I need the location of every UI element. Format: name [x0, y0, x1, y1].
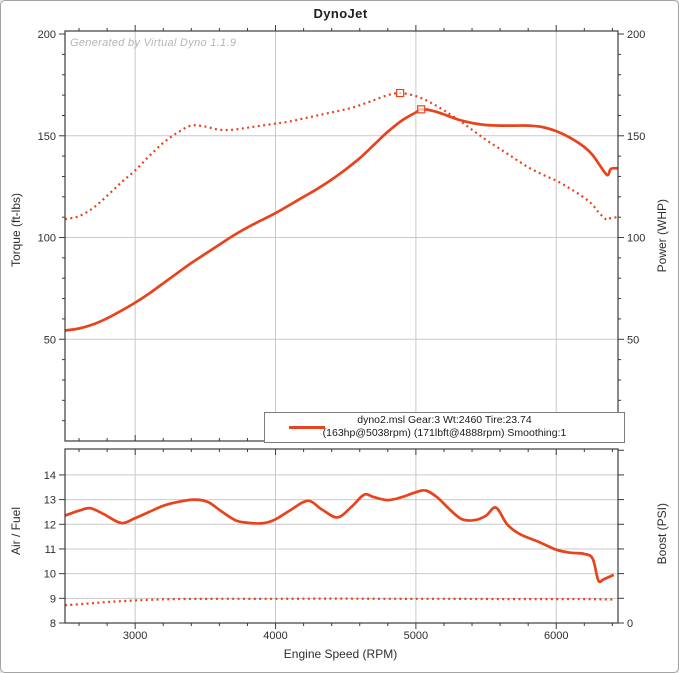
plot-frame — [64, 30, 619, 442]
left-tick-label: 14 — [44, 470, 56, 482]
legend-run-info: dyno2.msl Gear:3 Wt:2460 Tire:23.74 — [357, 414, 532, 426]
tick-marks — [59, 25, 624, 441]
engine-speed-axis-label: Engine Speed (RPM) — [283, 647, 398, 661]
legend-peak-info: (163hp@5038rpm) (171lbft@4888rpm) Smooth… — [322, 427, 567, 439]
x-tick-label: 5000 — [404, 630, 428, 642]
right-tick-label: 50 — [627, 334, 639, 346]
plot-1: 8 9 10 11 12 13 14 0 3000 4000 5000 6000 — [44, 448, 633, 642]
power_whp-peak-marker — [417, 105, 426, 114]
left-tick-label: 200 — [38, 29, 56, 41]
chart-title: DynoJet — [313, 6, 368, 21]
legend-box: dyno2.msl Gear:3 Wt:2460 Tire:23.74 (163… — [264, 412, 625, 443]
right-tick-label: 150 — [627, 131, 645, 143]
gridlines — [65, 449, 618, 623]
left-tick-label: 8 — [50, 618, 56, 630]
x-tick-label: 4000 — [263, 630, 287, 642]
boost-axis-label: Boost (PSI) — [655, 503, 669, 565]
boost_psi-curve — [65, 597, 614, 607]
left-tick-label: 10 — [44, 569, 56, 581]
plot-0: 50 100 150 200 50 100 150 200 — [38, 25, 645, 442]
torque-axis-label: Torque (ft-lbs) — [9, 193, 23, 268]
x-tick-label: 6000 — [544, 630, 568, 642]
left-tick-label: 50 — [44, 334, 56, 346]
power_whp-curve — [65, 107, 618, 332]
air_fuel-curve — [65, 488, 615, 584]
left-tick-label: 150 — [38, 131, 56, 143]
left-tick-label: 13 — [44, 495, 56, 507]
tick-marks — [59, 449, 624, 629]
torque_ftlb-curve — [65, 91, 618, 221]
air-fuel-axis-label: Air / Fuel — [9, 507, 23, 556]
right-tick-label: 200 — [627, 29, 645, 41]
left-tick-label: 11 — [45, 544, 56, 556]
left-tick-label: 12 — [44, 519, 56, 531]
plot-frame — [64, 448, 619, 624]
power-axis-label: Power (WHP) — [655, 199, 669, 273]
watermark-text: Generated by Virtual Dyno 1.1.9 — [70, 37, 237, 49]
right-tick-label: 100 — [627, 233, 645, 245]
x-tick-label: 3000 — [123, 630, 147, 642]
left-tick-label: 100 — [38, 233, 56, 245]
gridlines — [65, 31, 618, 441]
left-tick-label: 9 — [50, 593, 56, 605]
right-tick-label: 0 — [627, 618, 633, 630]
legend-line-sample — [289, 426, 325, 429]
torque_ftlb-peak-marker — [396, 88, 405, 98]
